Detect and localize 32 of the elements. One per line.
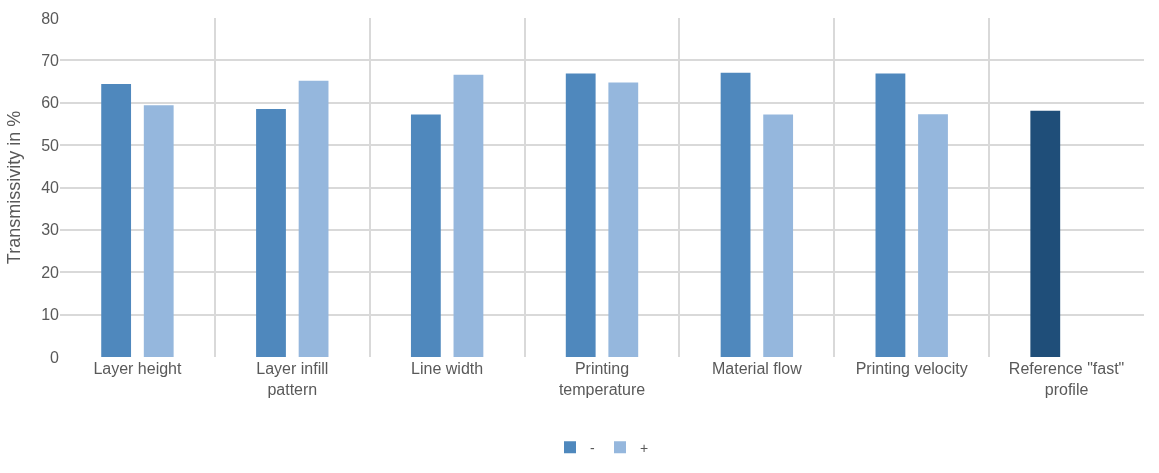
x-tick-label: Printing velocity xyxy=(855,360,968,377)
bar xyxy=(101,84,132,357)
bar xyxy=(763,114,794,357)
y-axis-title: Transmissivity in % xyxy=(4,110,25,265)
x-tick-label: Printing temperature xyxy=(558,360,646,398)
bar xyxy=(1030,110,1061,357)
x-tick-label: Layer infill pattern xyxy=(256,360,329,398)
y-tick-label: 50 xyxy=(41,136,60,154)
bar xyxy=(453,74,484,357)
y-tick-label: 80 xyxy=(41,9,60,27)
x-tick-label: Layer height xyxy=(93,360,183,377)
y-tick-label: 0 xyxy=(50,348,60,366)
bar xyxy=(720,72,751,357)
bar xyxy=(143,105,174,357)
y-tick-label: 10 xyxy=(41,306,60,324)
y-tick-label: 40 xyxy=(41,179,60,197)
bar xyxy=(410,114,441,357)
legend-label: - xyxy=(590,439,595,456)
y-tick-label: 20 xyxy=(41,263,60,281)
x-tick-label: Reference "fast" profile xyxy=(1008,360,1125,398)
bar xyxy=(565,73,596,357)
bar xyxy=(608,82,639,357)
bar xyxy=(256,109,286,357)
bar xyxy=(298,80,329,357)
bar xyxy=(918,114,948,357)
x-tick-label: Material flow xyxy=(711,360,803,377)
y-tick-label: 70 xyxy=(41,51,60,69)
x-tick-label: Line width xyxy=(411,360,484,377)
legend-label: + xyxy=(640,439,649,456)
bar xyxy=(875,73,906,357)
y-tick-label: 60 xyxy=(41,94,60,112)
y-tick-label: 30 xyxy=(41,221,60,239)
